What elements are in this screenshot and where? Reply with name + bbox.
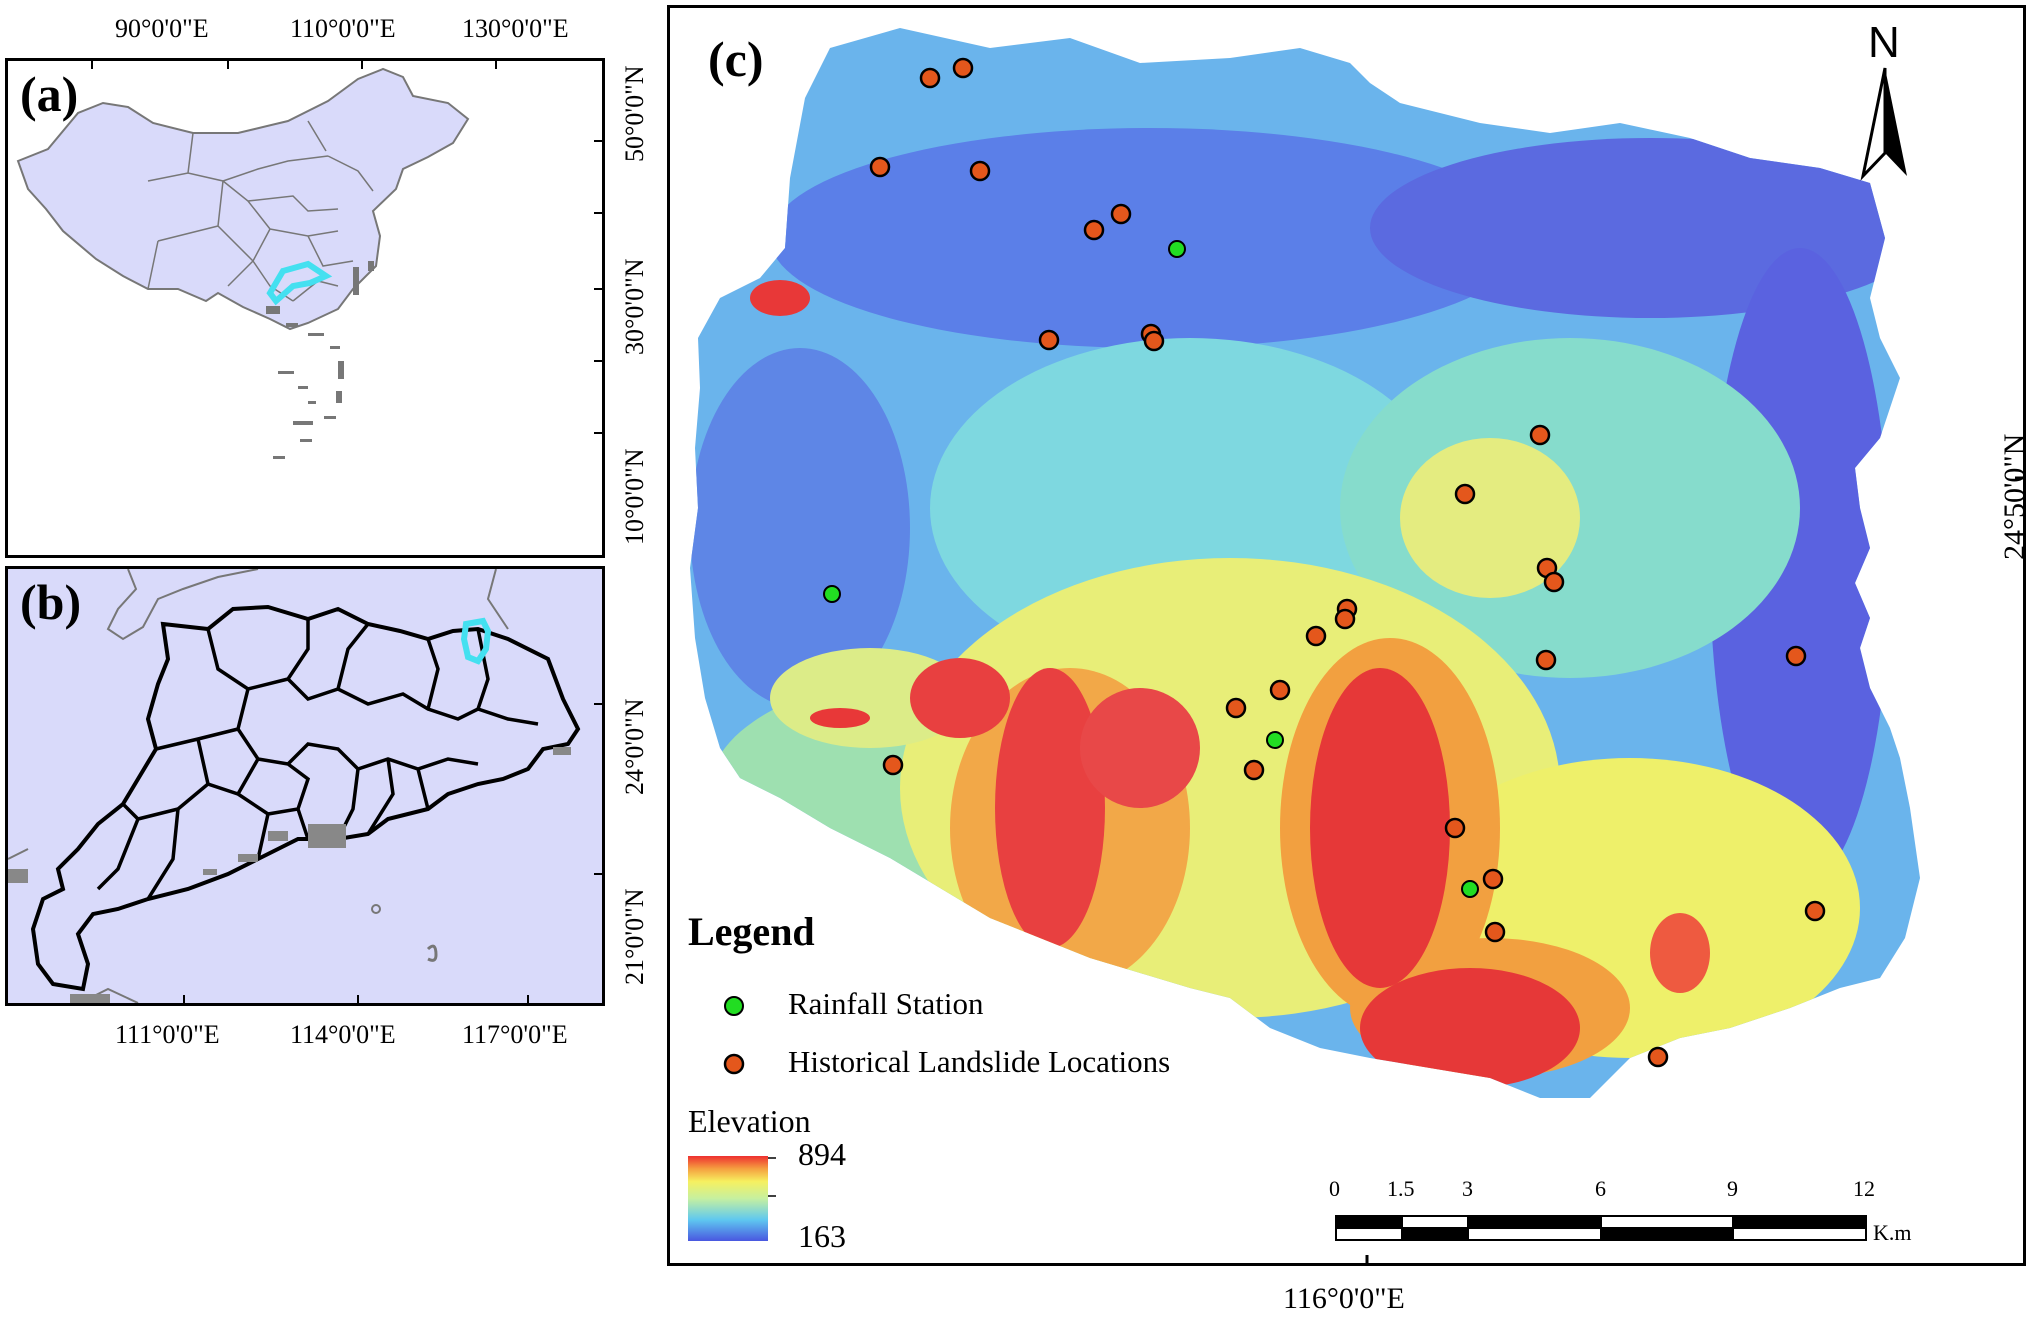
landslide-point xyxy=(1305,625,1327,647)
landslide-point xyxy=(919,67,941,89)
scale-tick: 6 xyxy=(1595,1176,1606,1201)
landslide-point xyxy=(1647,1046,1669,1068)
china-map-svg xyxy=(16,61,602,459)
south-china-sea-islands xyxy=(266,261,374,459)
city-boundaries xyxy=(96,619,539,900)
landslide-point xyxy=(1269,679,1291,701)
panel-a-top-tick: 130°0'0"E xyxy=(462,14,569,43)
landslide-point xyxy=(1444,817,1466,839)
landslide-point xyxy=(1529,424,1551,446)
study-area-outline xyxy=(266,260,333,306)
legend-landslide-label: Historical Landslide Locations xyxy=(788,1044,1171,1079)
panel-b-bottom-tick: 114°0'0"E xyxy=(290,1020,396,1049)
panel-a-right-tick: 30°0'0"N xyxy=(620,258,649,355)
scale-tick: 0 xyxy=(1329,1176,1340,1201)
study-area-outline xyxy=(460,617,492,665)
panel-a-top-tick: 110°0'0"E xyxy=(290,14,396,43)
elevation-max: 894 xyxy=(798,1136,846,1172)
scale-tick: 3 xyxy=(1462,1176,1473,1201)
scale-tick: 12 xyxy=(1853,1176,1875,1201)
panel-c-elevation-map: (c) N Legend Rainfall Station Historical… xyxy=(667,5,2026,1266)
scale-tick: 1.5 xyxy=(1387,1176,1415,1201)
rainfall-stations xyxy=(823,240,1479,898)
panel-b-right-tick: 21°0'0"N xyxy=(620,888,649,985)
north-arrow-icon xyxy=(1860,67,1907,181)
panel-c-bottom-tick: 116°0'0"E xyxy=(1283,1282,1405,1315)
coastal-islands xyxy=(8,747,571,1003)
panel-b-bottom-tick: 111°0'0"E xyxy=(115,1020,220,1049)
panel-c-right-tick: 24°50'0"N xyxy=(1998,433,2031,560)
elevation-title: Elevation xyxy=(688,1103,811,1139)
landslide-point xyxy=(1543,571,1565,593)
rainfall-station-point xyxy=(1266,731,1284,749)
landslide-point xyxy=(952,57,974,79)
panel-a-label: (a) xyxy=(20,66,79,122)
landslide-point xyxy=(1243,759,1265,781)
scale-tick: 9 xyxy=(1727,1176,1738,1201)
legend-title: Legend xyxy=(688,909,815,954)
panel-a-top-tick: 90°0'0"E xyxy=(115,14,209,43)
landslide-point xyxy=(1454,483,1476,505)
panel-a-right-tick: 10°0'0"N xyxy=(620,448,649,545)
landslide-point xyxy=(1083,219,1105,241)
legend-landslide-marker xyxy=(723,1053,745,1075)
landslide-point xyxy=(1334,608,1356,630)
panel-b-label: (b) xyxy=(20,574,82,630)
north-label: N xyxy=(1868,18,1900,67)
landslide-point xyxy=(869,156,891,178)
panel-a-china-map: (a) xyxy=(5,58,605,558)
china-outline xyxy=(16,67,470,331)
panel-b-right-tick: 24°0'0"N xyxy=(620,698,649,795)
landslide-point xyxy=(882,754,904,776)
elevation-min: 163 xyxy=(798,1218,846,1254)
landslide-point xyxy=(1484,921,1506,943)
landslide-point xyxy=(1482,868,1504,890)
legend-station-label: Rainfall Station xyxy=(788,986,984,1021)
landslide-point xyxy=(1110,203,1132,225)
landslide-point xyxy=(1038,329,1060,351)
rainfall-station-point xyxy=(1168,240,1186,258)
panel-b-guangdong-map: (b) xyxy=(5,566,605,1006)
landslide-point xyxy=(969,160,991,182)
landslide-point xyxy=(1804,900,1826,922)
landslide-point xyxy=(1535,649,1557,671)
landslide-point xyxy=(1785,645,1807,667)
panel-c-label: (c) xyxy=(708,31,764,87)
elevation-map-svg xyxy=(688,28,2023,1263)
rainfall-station-point xyxy=(823,585,841,603)
scale-bar xyxy=(1335,1215,1867,1241)
elevation-color-ramp xyxy=(688,1156,768,1241)
legend-station-marker xyxy=(724,996,744,1016)
guangdong-map-svg xyxy=(8,569,602,1003)
scale-unit: K.m xyxy=(1873,1220,1912,1245)
panel-b-bottom-tick: 117°0'0"E xyxy=(462,1020,568,1049)
panel-a-right-tick: 50°0'0"N xyxy=(620,65,649,162)
rainfall-station-point xyxy=(1461,880,1479,898)
landslide-locations xyxy=(869,57,1826,1068)
landslide-point xyxy=(1143,330,1165,352)
landslide-point xyxy=(1225,697,1247,719)
